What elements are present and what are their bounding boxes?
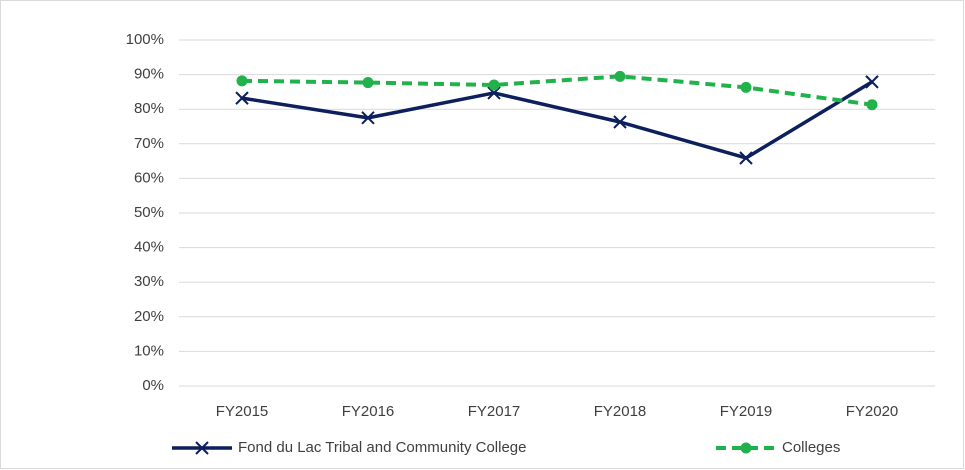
marker [235,91,249,105]
legend-marker [195,441,209,455]
marker [614,70,626,82]
legend-marker [740,442,752,454]
y-tick-label: 100% [126,31,164,48]
y-tick-label: 20% [134,308,164,325]
x-tick-label: FY2018 [594,403,647,420]
marker [740,81,752,93]
y-tick-label: 0% [142,377,164,394]
marker [487,86,501,100]
y-tick-label: 10% [134,342,164,359]
legend-label: Fond du Lac Tribal and Community College [238,439,527,456]
x-tick-label: FY2020 [846,403,899,420]
marker-stroke [487,86,501,100]
x-tick-label: FY2017 [468,403,521,420]
y-tick-label: 60% [134,169,164,186]
y-tick-label: 50% [134,204,164,221]
y-tick-label: 30% [134,273,164,290]
marker [739,151,753,165]
series-line [241,80,873,160]
marker [865,75,879,89]
y-tick-label: 40% [134,239,164,256]
marker-stroke [613,115,627,129]
marker-stroke [361,111,375,125]
marker-stroke [235,91,249,105]
legend-label: Colleges [782,439,840,456]
marker [613,115,627,129]
y-tick-label: 90% [134,66,164,83]
y-tick-label: 70% [134,135,164,152]
marker-stroke [195,441,209,455]
marker [488,79,500,91]
marker [362,77,374,89]
marker [236,75,248,87]
marker-stroke [865,75,879,89]
series-line [241,74,873,107]
x-tick-label: FY2019 [720,403,773,420]
marker-stroke [739,151,753,165]
y-tick-label: 80% [134,100,164,117]
x-tick-label: FY2015 [216,403,269,420]
marker [361,111,375,125]
marker [866,99,878,111]
x-tick-label: FY2016 [342,403,395,420]
